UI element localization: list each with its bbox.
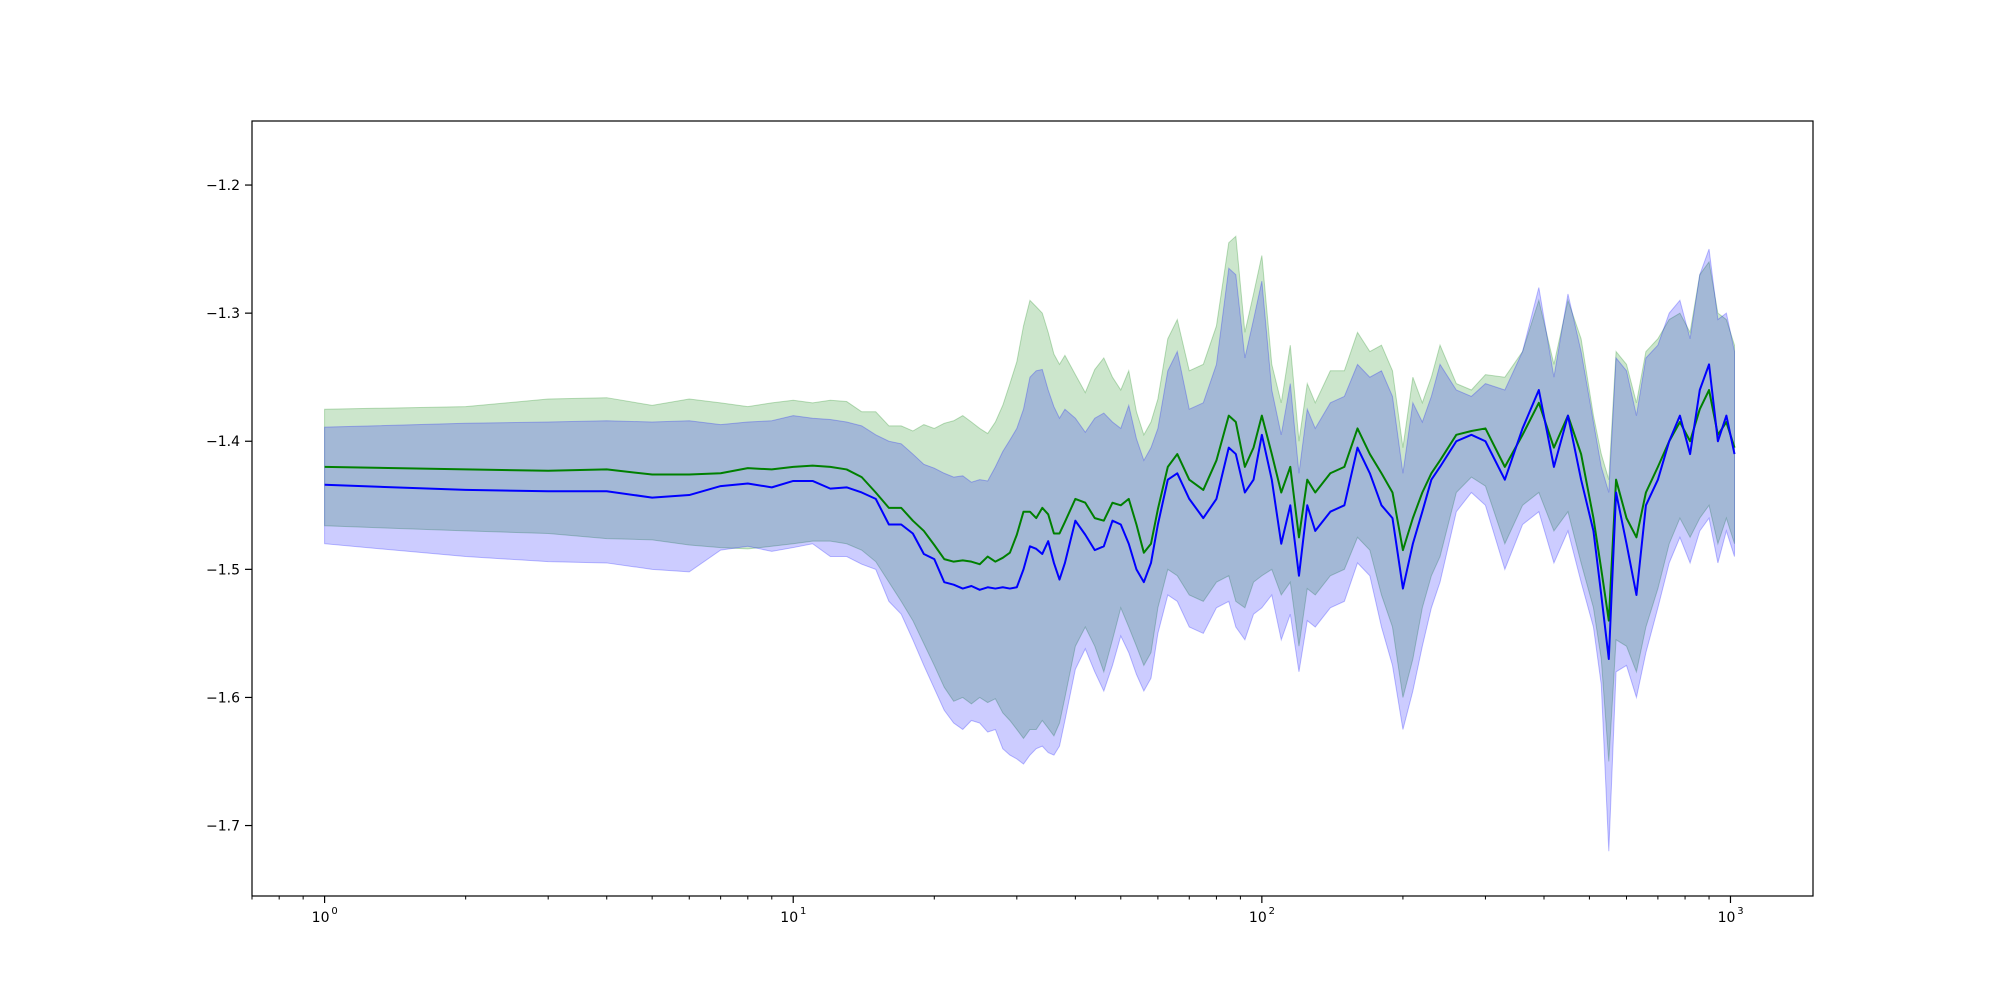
lines-layer	[324, 363, 1736, 661]
x-tick-label-exponent: 3	[1737, 906, 1743, 917]
y-tick-label: −1.6	[206, 690, 240, 706]
y-tick-label: −1.7	[206, 819, 240, 835]
x-tick-label: 10	[312, 910, 330, 926]
y-tick-label: −1.4	[206, 434, 240, 450]
y-tick-label: −1.2	[206, 178, 240, 194]
y-axis: −1.2 −1.3 −1.4 −1.5 −1.6 −1.7	[206, 178, 252, 835]
y-tick-label: −1.5	[206, 562, 240, 578]
x-tick-label: 10	[780, 910, 798, 926]
plot-frame	[251, 120, 1814, 897]
x-axis: 10 0 10 1 10 2 10 3	[251, 896, 1744, 926]
series-1-line	[324, 363, 1736, 661]
x-tick-label-exponent: 0	[331, 906, 337, 917]
y-tick-label: −1.3	[206, 306, 240, 322]
bands-layer	[324, 235, 1736, 852]
series-0-band	[324, 235, 1736, 762]
x-tick-label: 10	[1718, 910, 1736, 926]
x-tick-label: 10	[1249, 910, 1267, 926]
x-tick-label-exponent: 1	[800, 906, 806, 917]
series-0-line	[324, 389, 1736, 622]
x-tick-label-exponent: 2	[1269, 906, 1275, 917]
